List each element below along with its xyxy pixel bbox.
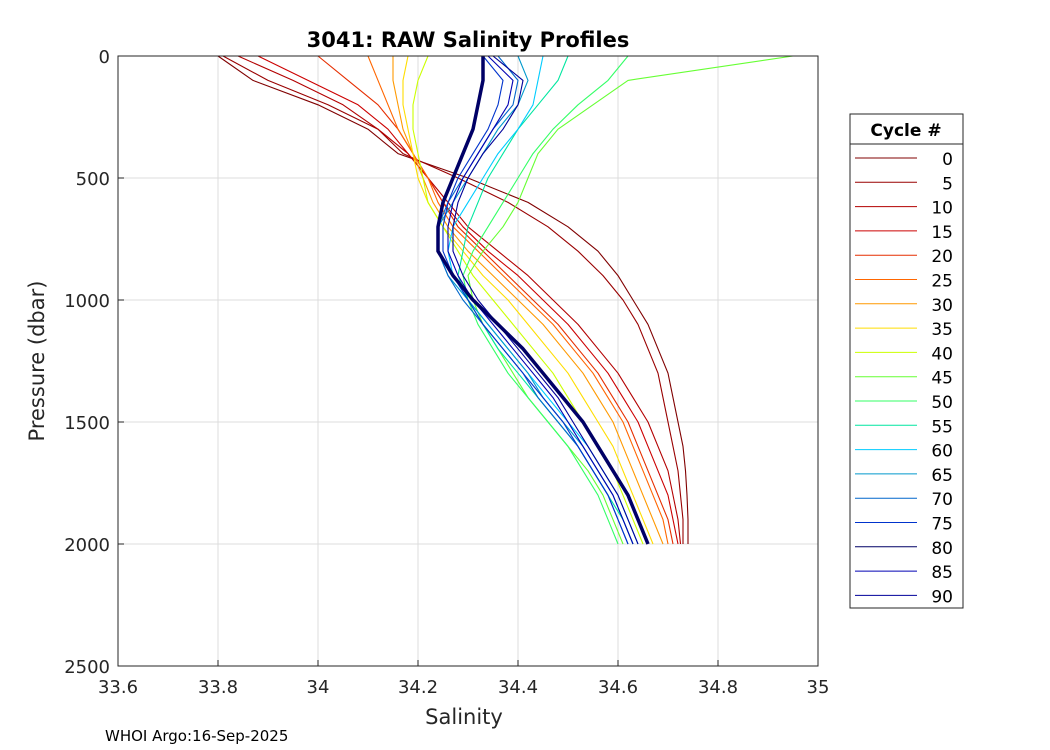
legend-label-cycle-10: 10	[931, 199, 953, 219]
legend-label-cycle-85: 85	[931, 563, 953, 583]
legend-label-cycle-40: 40	[931, 344, 953, 364]
legend-box	[849, 113, 964, 609]
y-axis-ticks: 0 500 1000 1500 2000 2500	[64, 47, 124, 678]
x-tick-label: 34.6	[598, 677, 638, 698]
profile-line-cycle-30	[392, 56, 664, 545]
x-tick-label: 33.8	[198, 677, 238, 698]
profile-line-cycle-0	[217, 55, 689, 544]
legend-label-cycle-0: 0	[942, 150, 953, 170]
legend-label-cycle-30: 30	[931, 296, 953, 316]
legend-label-cycle-90: 90	[931, 587, 953, 607]
x-axis-label: Salinity	[425, 705, 503, 729]
profile-series-group	[217, 55, 794, 545]
legend-label-cycle-35: 35	[931, 320, 953, 340]
profile-line-cycle-10	[237, 55, 682, 545]
profile-line-cycle-35	[402, 55, 654, 545]
legend-label-cycle-70: 70	[931, 490, 953, 510]
y-axis-label: Pressure (dbar)	[25, 281, 49, 442]
legend-label-cycle-5: 5	[942, 174, 953, 194]
legend-label-cycle-45: 45	[931, 369, 953, 389]
x-tick-label: 34.2	[398, 677, 438, 698]
legend: Cycle # 0 5 10 15 20 25 30 35 40 45 50 55 60 65 70 75 80…	[849, 113, 964, 609]
legend-label-cycle-80: 80	[931, 539, 953, 559]
legend-label-cycle-50: 50	[931, 393, 953, 413]
x-tick-label: 34.8	[698, 677, 738, 698]
legend-label-cycle-15: 15	[931, 223, 953, 243]
x-tick-label: 34.4	[498, 677, 538, 698]
chart-title: 3041: RAW Salinity Profiles	[307, 28, 630, 52]
profile-line-cycle-75	[442, 55, 629, 545]
x-tick-label: 35	[807, 677, 830, 698]
y-tick-label: 0	[99, 47, 110, 68]
y-tick-label: 1500	[64, 413, 110, 434]
profile-line-cycle-80	[436, 56, 650, 545]
legend-items: 0 5 10 15 20 25 30 35 40 45 50 55 60 65 70 75 80 85 90	[855, 150, 953, 607]
legend-label-cycle-25: 25	[931, 272, 953, 292]
profile-line-cycle-25	[367, 55, 669, 545]
y-tick-label: 2000	[64, 535, 110, 556]
plot-area	[118, 56, 818, 666]
plot-frame	[117, 55, 819, 667]
x-tick-label: 33.6	[98, 677, 138, 698]
legend-label-cycle-65: 65	[931, 466, 953, 486]
legend-label-cycle-60: 60	[931, 442, 953, 462]
x-tick-label: 34	[307, 677, 330, 698]
y-tick-label: 500	[76, 169, 110, 190]
y-tick-label: 2500	[64, 657, 110, 678]
legend-label-cycle-75: 75	[931, 515, 953, 535]
footer-credit: WHOI Argo:16-Sep-2025	[105, 727, 288, 745]
legend-label-cycle-20: 20	[931, 247, 953, 267]
y-tick-label: 1000	[64, 291, 110, 312]
x-axis-ticks: 33.6 33.8 34 34.2 34.4 34.6 34.8 35	[98, 660, 829, 698]
profile-line-cycle-90	[452, 55, 639, 545]
profile-line-cycle-15	[257, 55, 679, 545]
legend-title: Cycle #	[870, 121, 941, 141]
profile-line-cycle-5	[222, 55, 684, 544]
legend-label-cycle-55: 55	[931, 417, 953, 437]
